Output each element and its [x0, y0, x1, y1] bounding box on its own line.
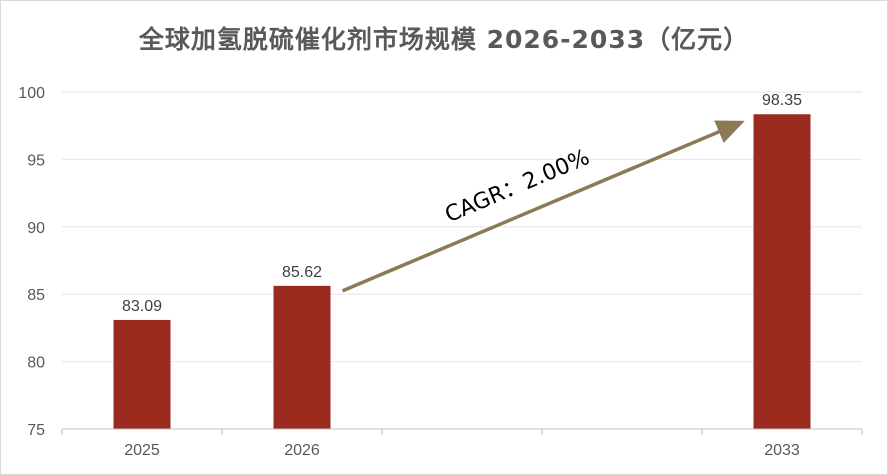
y-tick-label: 100	[18, 85, 45, 102]
bar	[753, 114, 811, 429]
x-tick-label: 2025	[124, 442, 160, 459]
y-tick-label: 90	[27, 220, 45, 237]
data-label: 83.09	[122, 298, 162, 315]
y-tick-label: 80	[27, 355, 45, 372]
y-tick-label: 75	[27, 422, 45, 439]
x-tick-label: 2033	[764, 442, 800, 459]
data-label: 85.62	[282, 264, 322, 281]
y-tick-label: 95	[27, 152, 45, 169]
x-tick-label: 2026	[284, 442, 320, 459]
data-label: 98.35	[762, 92, 802, 109]
chart-title: 全球加氢脱硫催化剂市场规模 2026-2033（亿元）	[138, 25, 750, 54]
bar	[113, 319, 171, 429]
cagr-arrow	[341, 120, 745, 293]
bar	[273, 285, 331, 429]
y-tick-label: 85	[27, 287, 45, 304]
